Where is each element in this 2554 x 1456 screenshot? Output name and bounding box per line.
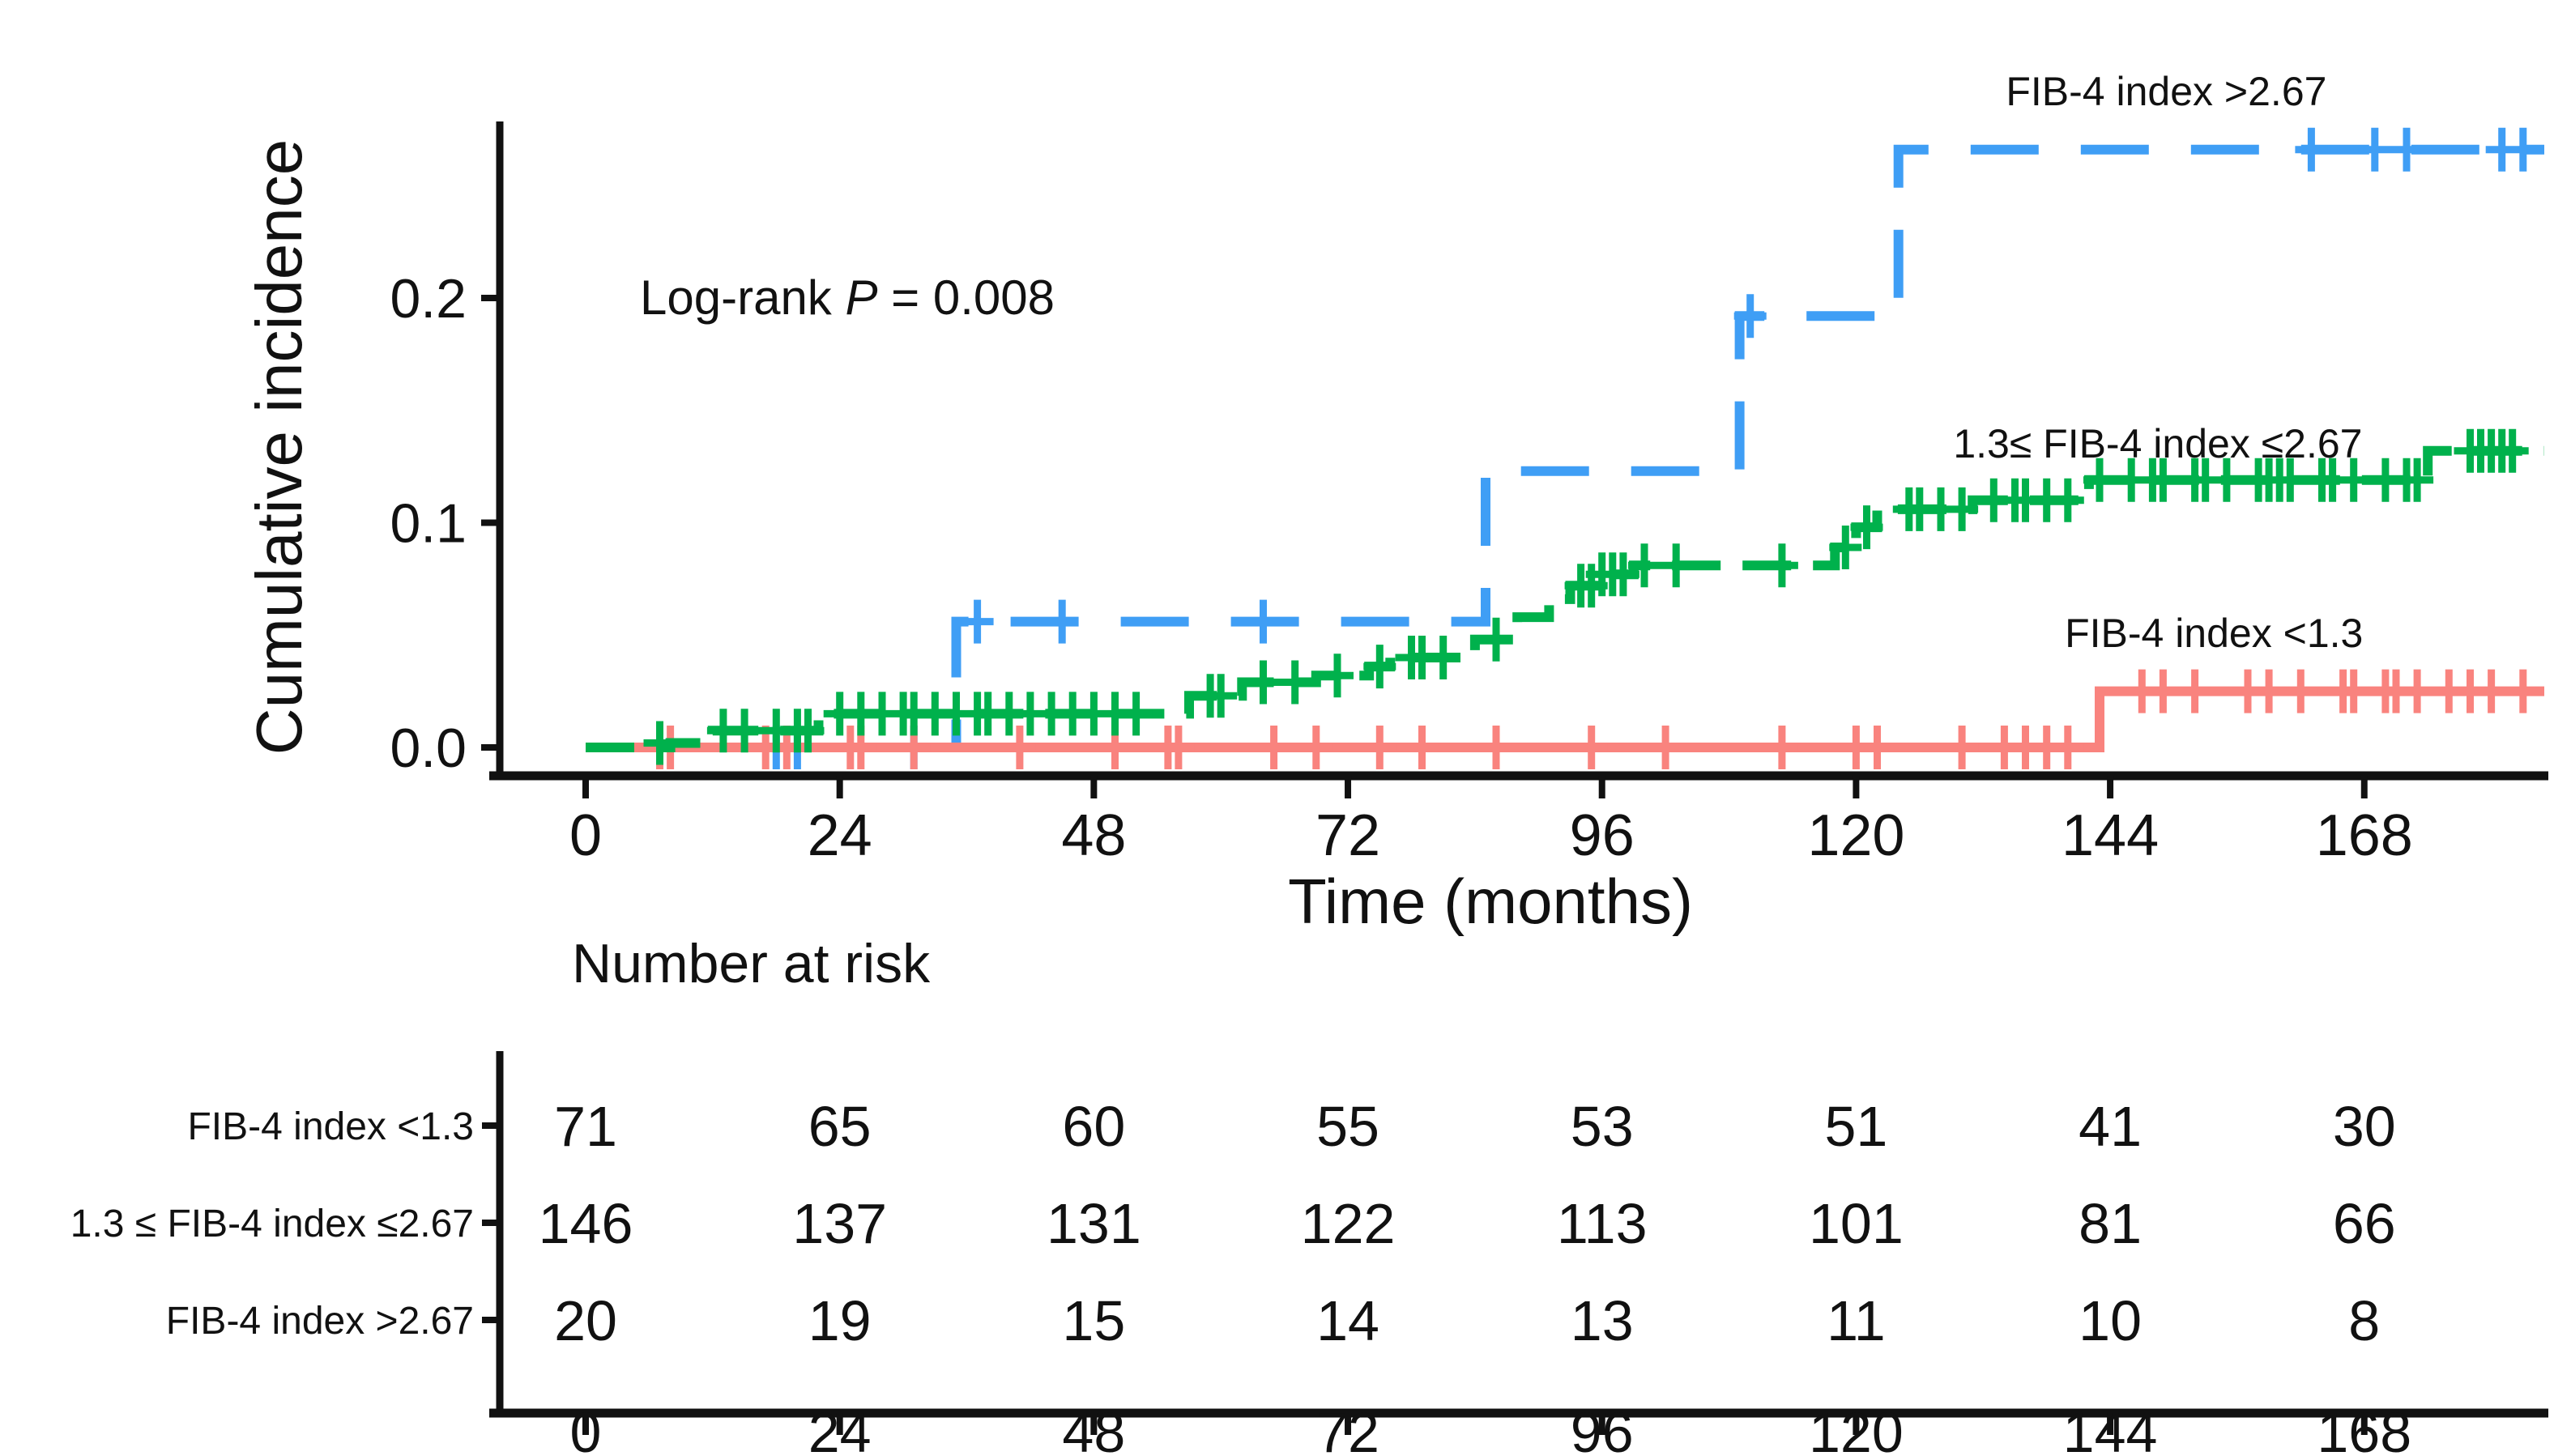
risk-count: 15: [1062, 1289, 1125, 1352]
x-tick-label: 120: [1807, 803, 1904, 868]
risk-x-tick-label: 0: [570, 1401, 602, 1456]
risk-count: 137: [792, 1192, 887, 1255]
risk-row-label: FIB-4 index >2.67: [166, 1300, 474, 1343]
risk-count: 55: [1316, 1095, 1379, 1158]
risk-count: 66: [2333, 1192, 2396, 1255]
censor-marks: [643, 669, 2539, 769]
risk-count: 122: [1301, 1192, 1396, 1255]
x-tick-label: 96: [1570, 803, 1635, 868]
x-axis-title: Time (months): [1288, 866, 1693, 937]
curve-label: FIB-4 index >2.67: [2006, 69, 2326, 114]
risk-row: 1.3 ≤ FIB-4 index ≤2.67 146 137 131 122 113 10…: [70, 1192, 2396, 1255]
risk-count: 41: [2079, 1095, 2142, 1158]
risk-count: 20: [554, 1289, 617, 1352]
curve-label: 1.3≤ FIB-4 index ≤2.67: [1953, 421, 2362, 466]
number-at-risk-table: Number at risk FIB-4 index <1.3 71 65 60 55 53…: [70, 933, 2548, 1456]
risk-count: 81: [2079, 1192, 2142, 1255]
risk-count: 65: [808, 1095, 872, 1158]
risk-count: 60: [1062, 1095, 1125, 1158]
plot-area: 0.0 0.1 0.2 0 24 48 72 96 120 144 168 Cumulative in…: [243, 69, 2548, 937]
risk-x-tick-label: 24: [808, 1401, 872, 1456]
risk-row: FIB-4 index >2.67 20 19 15 14 13 11 10 8: [166, 1289, 2380, 1352]
risk-row-label: 1.3 ≤ FIB-4 index ≤2.67: [70, 1203, 474, 1245]
risk-count: 14: [1316, 1289, 1379, 1352]
x-tick-label: 48: [1061, 803, 1126, 868]
risk-count: 51: [1824, 1095, 1887, 1158]
x-tick-label: 0: [569, 803, 602, 868]
km-curve: [586, 144, 2544, 752]
risk-row-label: FIB-4 index <1.3: [187, 1105, 474, 1148]
y-axis-title: Cumulative incidence: [243, 139, 315, 755]
risk-count: 131: [1047, 1192, 1141, 1255]
risk-count: 146: [539, 1192, 633, 1255]
risk-count: 19: [808, 1289, 872, 1352]
y-tick-label: 0.2: [390, 268, 467, 330]
risk-x-tick-label: 96: [1571, 1401, 1634, 1456]
risk-x-tick-label: 120: [1809, 1401, 1904, 1456]
km-curve: [586, 686, 2544, 752]
km-series-1: [586, 428, 2544, 765]
risk-x-tick-label: 168: [2317, 1401, 2411, 1456]
curve-label: FIB-4 index <1.3: [2065, 611, 2363, 656]
risk-count: 10: [2079, 1289, 2142, 1352]
x-tick-label: 72: [1315, 803, 1380, 868]
risk-x-tick-label: 48: [1062, 1401, 1125, 1456]
y-tick-label: 0.0: [390, 717, 467, 779]
risk-table-title: Number at risk: [572, 933, 931, 994]
risk-row: FIB-4 index <1.3 71 65 60 55 53 51 41 30: [187, 1095, 2395, 1158]
risk-count: 13: [1571, 1289, 1634, 1352]
x-tick-label: 168: [2316, 803, 2413, 868]
y-tick-label: 0.1: [390, 493, 467, 555]
risk-count: 8: [2348, 1289, 2380, 1352]
risk-x-tick-label: 144: [2063, 1401, 2158, 1456]
risk-x-tick-label: 72: [1316, 1401, 1379, 1456]
risk-count: 101: [1809, 1192, 1904, 1255]
risk-count: 30: [2333, 1095, 2396, 1158]
risk-count: 113: [1557, 1192, 1648, 1255]
x-tick-label: 24: [808, 803, 872, 868]
risk-count: 11: [1827, 1289, 1886, 1352]
log-rank-annotation: Log-rank P = 0.008: [640, 270, 1055, 325]
risk-count: 71: [554, 1095, 617, 1158]
censor-marks: [643, 428, 2529, 765]
risk-count: 53: [1571, 1095, 1634, 1158]
x-tick-label: 144: [2062, 803, 2159, 868]
